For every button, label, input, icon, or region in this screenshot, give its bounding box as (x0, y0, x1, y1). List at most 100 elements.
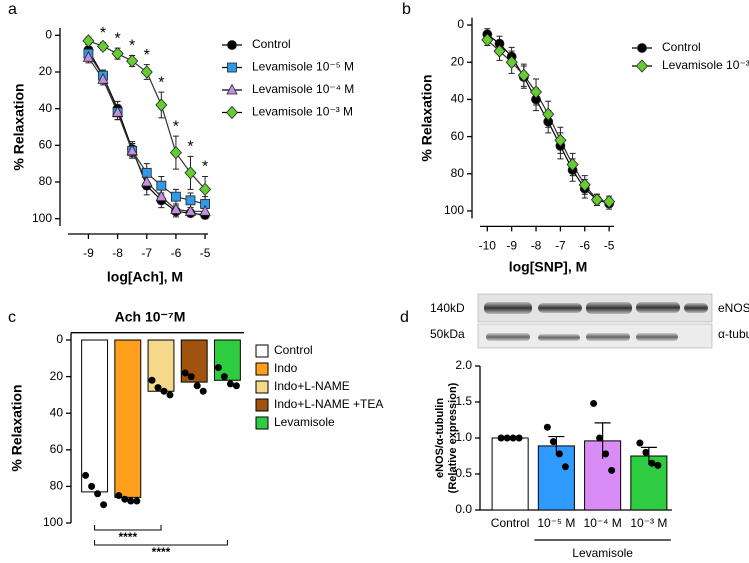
x-tick-label: -6 (579, 239, 590, 253)
significance-label: **** (152, 545, 171, 559)
significance-mark: * (202, 159, 208, 176)
data-point (166, 391, 174, 399)
panel-label: b (402, 1, 411, 18)
y-axis-label: eNOS/α-tubulin (434, 398, 446, 478)
data-point (549, 438, 557, 446)
data-point (542, 107, 555, 121)
data-point (156, 180, 167, 191)
significance-mark: * (100, 25, 106, 42)
y-tick-label: 0.5 (455, 466, 472, 480)
y-tick-label: 1.5 (455, 394, 472, 408)
data-point (590, 193, 603, 207)
x-tick-label: -8 (112, 246, 123, 260)
data-point (97, 72, 109, 84)
x-axis-label: log[Ach], M (107, 269, 183, 285)
legend-marker (637, 43, 647, 53)
data-point (94, 490, 102, 498)
y-axis-label: % Relaxation (11, 83, 27, 170)
data-point (148, 376, 156, 384)
y-tick-label: 0 (457, 17, 464, 31)
data-point (185, 195, 196, 206)
data-point (602, 450, 610, 458)
legend-label: Levamisole (274, 415, 335, 429)
legend-marker (635, 59, 649, 73)
significance-mark: * (114, 30, 120, 47)
y-tick-label: 100 (32, 211, 52, 225)
chart-title: Ach 10⁻⁷M (115, 309, 186, 325)
data-point (82, 50, 95, 62)
data-point (141, 175, 153, 187)
bar (537, 445, 575, 511)
data-point (184, 204, 197, 216)
y-axis-label: % Relaxation (9, 384, 25, 471)
x-tick-label: -8 (531, 239, 542, 253)
y-tick-label: 0 (56, 332, 63, 346)
x-axis-label: log[SNP], M (509, 259, 588, 275)
data-point (654, 461, 662, 469)
data-point (126, 54, 139, 68)
data-point (111, 105, 124, 117)
x-tick-label: 10⁻⁴ M (584, 516, 622, 530)
legend-label: Levamisole 10⁻⁵ M (252, 60, 354, 74)
panel-label: a (8, 1, 17, 18)
blot-label: 140kD (430, 301, 465, 315)
data-point (481, 33, 494, 47)
significance-mark: * (173, 118, 179, 135)
x-tick-label: -5 (604, 239, 615, 253)
significance-bracket (94, 540, 228, 546)
data-point (88, 482, 96, 490)
data-point (199, 387, 207, 395)
panel-label: c (8, 309, 16, 326)
y-tick-label: 100 (43, 515, 63, 529)
significance-mark: * (129, 38, 135, 55)
y-tick-label: 80 (39, 174, 53, 188)
data-point (140, 65, 153, 79)
legend-swatch (255, 344, 269, 358)
data-point (529, 85, 543, 99)
data-point (100, 501, 108, 509)
data-point (82, 471, 90, 479)
legend-swatch (255, 380, 269, 394)
data-point (115, 492, 123, 500)
legend-label: Levamisole 10⁻⁴ M (252, 82, 354, 96)
significance-bracket (94, 525, 162, 531)
y-tick-label: 0.0 (455, 502, 472, 516)
group-label: Levamisole (572, 546, 633, 560)
y-tick-label: 80 (50, 479, 64, 493)
y-axis-label: (Relative expression) (447, 382, 459, 493)
legend-label: Control (662, 40, 701, 54)
data-point (505, 55, 518, 69)
x-tick-label: -10 (479, 239, 497, 253)
bar (81, 339, 109, 493)
x-tick-label: -6 (171, 246, 182, 260)
data-point (543, 423, 551, 431)
data-point (566, 157, 579, 172)
legend-label: Levamisole 10⁻³ M (252, 105, 353, 119)
data-point (503, 434, 511, 442)
blot-label: α-tubulin (718, 327, 749, 341)
data-point (642, 448, 650, 456)
data-point (154, 384, 162, 392)
significance-label: **** (118, 530, 137, 544)
y-tick-label: 80 (451, 166, 465, 180)
significance-mark: * (158, 74, 164, 91)
x-tick-label: -7 (555, 239, 566, 253)
legend-marker (227, 62, 237, 73)
data-point (184, 166, 197, 180)
legend-label: Control (274, 343, 313, 357)
x-tick-label: -5 (200, 246, 211, 260)
data-point (493, 44, 506, 58)
y-axis-label: % Relaxation (419, 74, 435, 161)
x-tick-label: -9 (83, 246, 94, 260)
legend-label: Indo+L-NAME (274, 379, 350, 393)
y-tick-label: 40 (39, 101, 53, 115)
data-point (608, 466, 616, 474)
data-point (497, 434, 505, 442)
data-point (111, 47, 124, 61)
x-tick-label: -7 (141, 246, 152, 260)
legend-swatch (255, 398, 269, 412)
bar (114, 339, 142, 498)
data-point (648, 459, 656, 467)
significance-mark: * (144, 47, 150, 64)
